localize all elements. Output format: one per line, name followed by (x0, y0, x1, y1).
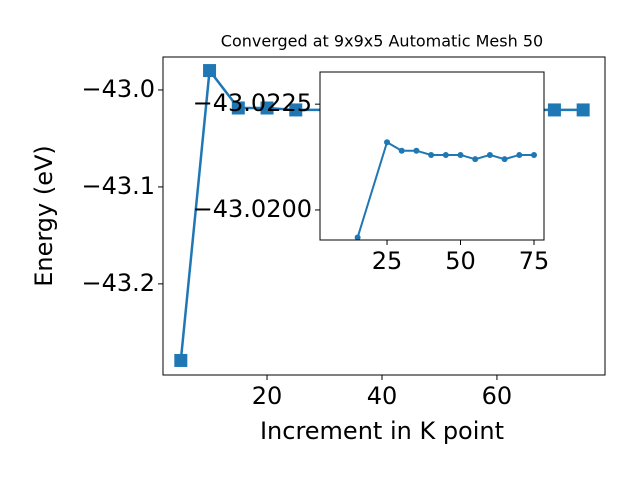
y-tick-label: −43.0225 (193, 89, 312, 117)
marker (531, 151, 538, 158)
marker (289, 103, 303, 117)
x-tick-label: 20 (252, 382, 283, 410)
x-tick-label: 25 (372, 247, 403, 275)
y-tick-label: −43.1 (81, 172, 155, 200)
marker (442, 151, 449, 158)
marker (203, 64, 217, 78)
marker (472, 156, 479, 163)
x-tick-label: 60 (482, 382, 513, 410)
marker (501, 156, 508, 163)
marker (428, 151, 435, 158)
marker (231, 101, 245, 115)
plot-area (354, 139, 538, 240)
marker (260, 101, 274, 115)
y-tick-label: −43.0 (81, 75, 155, 103)
plot-area (174, 64, 590, 367)
marker (354, 234, 361, 240)
marker (413, 147, 420, 154)
marker (547, 103, 561, 117)
axes-frame (319, 71, 545, 241)
marker (457, 151, 464, 158)
axes-frame (162, 56, 606, 376)
marker (516, 151, 523, 158)
y-axis-label: Energy (eV) (30, 145, 58, 287)
y-tick-label: −43.2 (81, 269, 155, 297)
y-tick-label: −43.0200 (193, 195, 312, 223)
marker (174, 353, 188, 367)
x-tick-label: 40 (367, 382, 398, 410)
x-axis-label: Increment in K point (260, 417, 504, 445)
marker (398, 147, 405, 154)
x-tick-label: 75 (519, 247, 550, 275)
marker (486, 151, 493, 158)
marker (384, 139, 391, 146)
x-tick-label: 50 (445, 247, 476, 275)
chart-title: Converged at 9x9x5 Automatic Mesh 50 (221, 32, 543, 51)
marker (576, 103, 590, 117)
